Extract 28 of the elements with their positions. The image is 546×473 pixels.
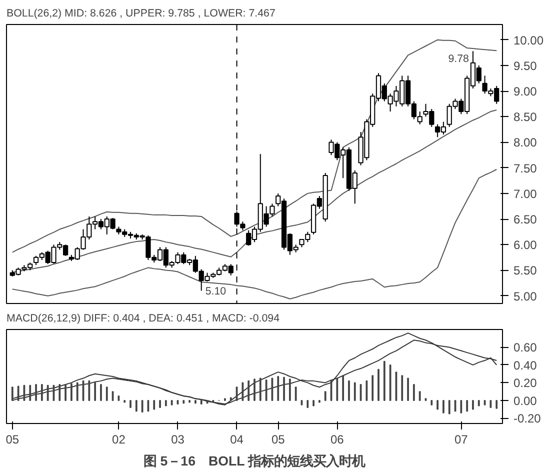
x-tick-label: 05 [6, 432, 20, 446]
y-tick-label: 7.50 [514, 161, 538, 176]
x-tick-label: 05 [271, 432, 286, 446]
x-tick-label: 03 [171, 432, 185, 446]
x-tick-label: 04 [230, 432, 244, 446]
y-tick-label: 9.50 [514, 58, 538, 73]
y-tick-label: 6.00 [514, 238, 538, 252]
caption: 图 5－16 BOLL 指标的短线买入时机 [144, 454, 366, 468]
x-tick-label: 07 [454, 432, 468, 446]
y-tick-label: 7.00 [514, 186, 538, 201]
chart-title: MACD(26,12,9) DIFF: 0.404 , DEA: 0.451 , MACD: -0.094 [6, 312, 280, 324]
y-tick-label: 0.00 [514, 394, 538, 408]
y-tick-label: 5.50 [514, 264, 538, 278]
y-tick-label: 0.40 [514, 358, 538, 372]
y-tick-label: 10.00 [514, 33, 544, 48]
y-tick-label: 8.50 [514, 110, 538, 124]
y-tick-label: 0.20 [514, 376, 538, 390]
x-tick-label: 02 [112, 432, 126, 446]
y-tick-label: 6.50 [514, 212, 538, 227]
y-tick-label: 0.60 [514, 340, 538, 355]
y-tick-label: 8.00 [514, 136, 538, 150]
y-tick-label: 9.00 [514, 84, 538, 99]
y-tick-label: -0.20 [514, 412, 542, 426]
chart-title: BOLL(26,2) MID: 8.626 , UPPER: 9.785 , LOWER: 7.467 [6, 8, 276, 20]
x-tick-label: 06 [330, 432, 344, 446]
annotation: 5.10 [205, 286, 226, 298]
y-tick-label: 5.00 [514, 289, 538, 304]
annotation: 9.78 [448, 53, 470, 66]
